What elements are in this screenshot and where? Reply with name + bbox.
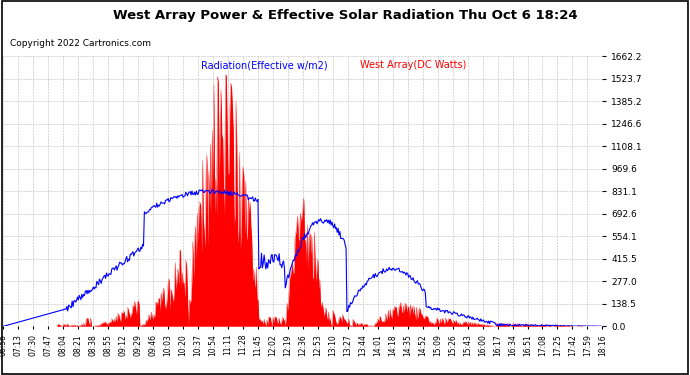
- Text: West Array Power & Effective Solar Radiation Thu Oct 6 18:24: West Array Power & Effective Solar Radia…: [112, 9, 578, 22]
- Text: West Array(DC Watts): West Array(DC Watts): [359, 60, 466, 70]
- Text: Copyright 2022 Cartronics.com: Copyright 2022 Cartronics.com: [10, 39, 151, 48]
- Text: Radiation(Effective w/m2): Radiation(Effective w/m2): [201, 60, 328, 70]
